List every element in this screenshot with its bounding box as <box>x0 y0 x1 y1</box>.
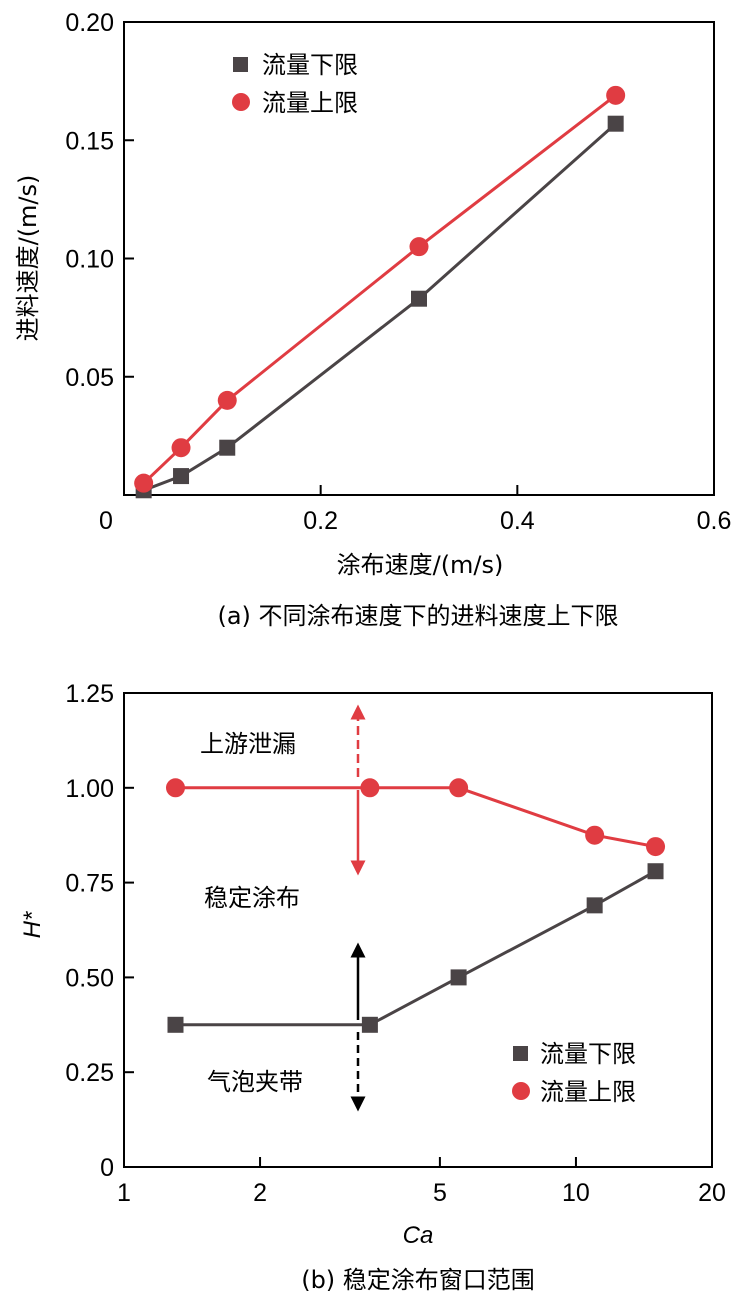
data-point-upper <box>134 473 154 493</box>
data-point-upper <box>449 778 469 798</box>
data-point-upper <box>646 837 666 857</box>
data-point-lower <box>219 439 236 456</box>
x-tick-label: 0.2 <box>303 507 338 535</box>
y-tick-label: 1.25 <box>65 680 114 708</box>
chart-a-series <box>134 85 626 499</box>
chart-b-series <box>165 778 666 1033</box>
x-tick-label: 0.6 <box>697 507 732 535</box>
data-point-upper <box>171 438 191 458</box>
chart-a-legend-upper: 流量上限 <box>262 89 358 117</box>
chart-a-frame <box>123 21 715 496</box>
chart-b-legend-upper: 流量上限 <box>540 1078 636 1106</box>
data-point-upper <box>165 778 185 798</box>
chart-a: 0.05 0.10 0.15 0.20 0 0.2 0.4 0.6 流量下限 流量上限 进料… <box>14 9 731 630</box>
chart-b-legend-lower: 流量下限 <box>540 1040 636 1068</box>
y-tick-label: 0 <box>100 1154 114 1182</box>
data-point-upper <box>606 85 626 105</box>
chart-b-ylabel: H* <box>19 911 46 938</box>
chart-a-xlabel: 涂布速度/(m/s) <box>337 551 504 579</box>
y-tick-label: 1.00 <box>65 775 114 803</box>
data-point-lower <box>411 290 427 307</box>
x-tick-label: 0 <box>99 507 113 535</box>
y-tick-label: 0.75 <box>65 870 114 898</box>
chart-a-x-ticks: 0 0.2 0.4 0.6 <box>99 485 731 535</box>
y-tick-label: 0.25 <box>65 1059 114 1087</box>
x-tick-label: 1 <box>117 1179 131 1207</box>
data-point-lower <box>167 1016 184 1033</box>
data-point-upper <box>409 237 429 257</box>
chart-b-legend-square-marker <box>513 1046 528 1061</box>
chart-b-caption: (b) 稳定涂布窗口范围 <box>301 1266 535 1294</box>
annotation-stable-coating: 稳定涂布 <box>204 884 300 912</box>
chart-a-legend-circle-marker <box>232 93 250 111</box>
y-tick-label: 0.10 <box>65 246 114 274</box>
chart-b-frame <box>123 692 713 1168</box>
chart-b-x-ticks: 1 2 5 10 20 <box>117 1157 726 1207</box>
series-line-upper <box>175 786 656 849</box>
y-tick-label: 0.20 <box>65 9 114 37</box>
chart-b-y-ticks: 0 0.25 0.50 0.75 1.00 1.25 <box>65 680 134 1182</box>
chart-b-xlabel: Ca <box>403 1222 434 1249</box>
chart-a-y-ticks: 0.05 0.10 0.15 0.20 <box>65 9 134 392</box>
data-point-lower <box>361 1016 378 1033</box>
x-tick-label: 10 <box>562 1179 590 1207</box>
series-line-upper <box>142 94 617 485</box>
chart-a-ylabel: 进料速度/(m/s) <box>14 175 42 342</box>
y-tick-label: 0.15 <box>65 127 114 155</box>
data-point-lower <box>173 468 190 485</box>
x-tick-label: 20 <box>698 1179 726 1207</box>
x-tick-label: 2 <box>253 1179 267 1207</box>
y-tick-label: 0.05 <box>65 364 114 392</box>
data-point-upper <box>585 825 605 845</box>
data-point-upper <box>217 390 237 410</box>
chart-a-legend-square-marker <box>233 57 248 72</box>
annotation-upstream-leak: 上游泄漏 <box>200 730 296 758</box>
series-line-lower <box>143 122 617 492</box>
annotation-bubble-entrainment: 气泡夹带 <box>207 1068 303 1096</box>
data-point-lower <box>586 897 603 914</box>
chart-b-legend-circle-marker <box>512 1082 530 1100</box>
chart-b: 00.250.500.751.001.25 1 2 5 10 20 上游泄漏 稳定涂布 … <box>19 680 726 1294</box>
data-point-lower <box>607 115 624 132</box>
chart-a-caption: (a) 不同涂布速度下的进料速度上下限 <box>217 602 618 630</box>
chart-a-legend-lower: 流量下限 <box>262 51 358 79</box>
y-tick-label: 0.50 <box>65 964 114 992</box>
data-point-lower <box>450 969 467 986</box>
data-point-lower <box>647 863 664 880</box>
x-tick-label: 5 <box>433 1179 447 1207</box>
data-point-upper <box>360 778 380 798</box>
x-tick-label: 0.4 <box>500 507 535 535</box>
